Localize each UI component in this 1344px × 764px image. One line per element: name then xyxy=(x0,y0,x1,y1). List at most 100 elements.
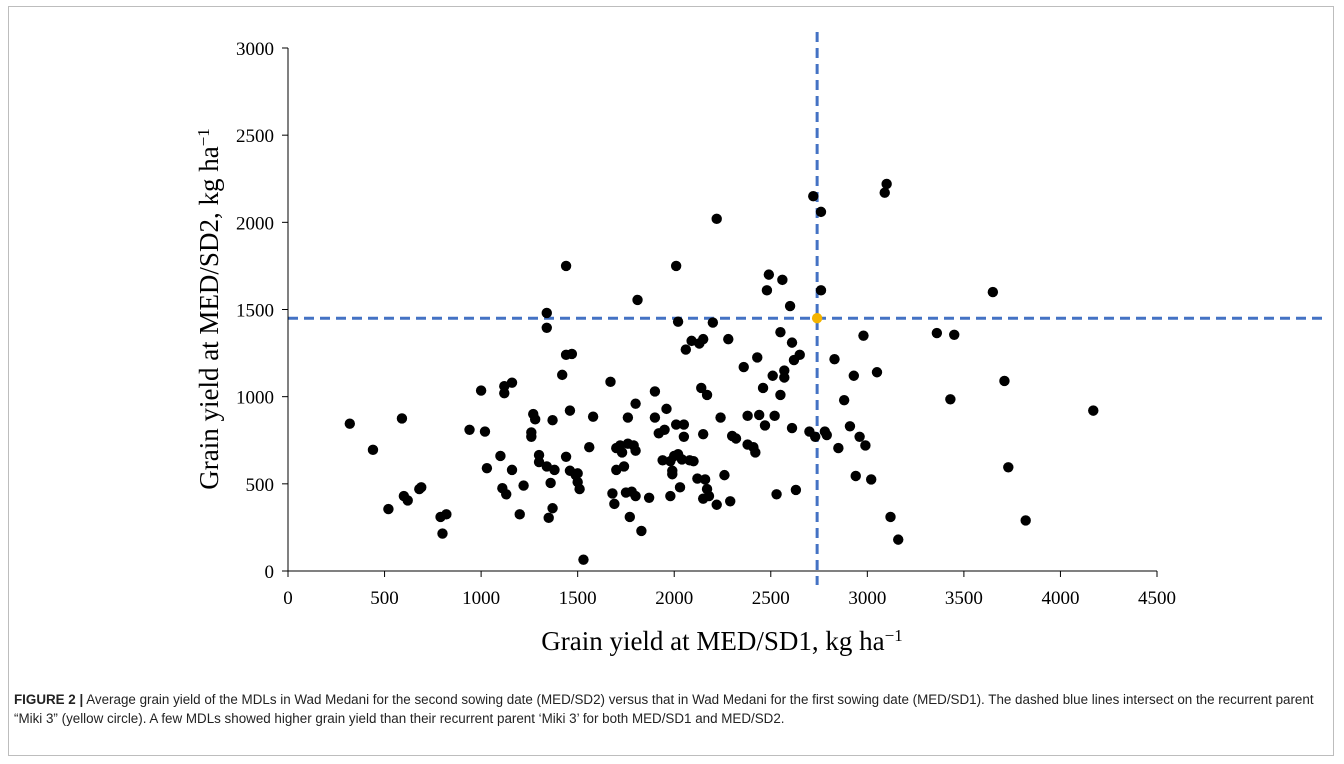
data-point xyxy=(672,316,684,327)
data-point xyxy=(697,428,709,440)
data-point xyxy=(416,482,427,493)
data-point xyxy=(514,509,525,520)
data-point xyxy=(616,447,628,458)
data-point xyxy=(464,424,475,435)
data-point xyxy=(572,468,583,479)
data-point xyxy=(949,329,960,340)
data-point xyxy=(730,433,742,444)
data-point xyxy=(545,477,556,489)
data-point xyxy=(692,473,703,484)
data-point xyxy=(742,410,753,422)
data-point xyxy=(605,376,616,388)
data-point xyxy=(607,488,618,499)
data-point xyxy=(475,385,487,396)
data-point xyxy=(526,427,537,438)
figure-caption: FIGURE 2 | Average grain yield of the MD… xyxy=(14,690,1314,728)
data-point xyxy=(501,489,512,500)
data-point xyxy=(622,412,634,423)
x-tick-label: 4500 xyxy=(1138,588,1176,609)
data-point xyxy=(665,490,676,502)
data-point xyxy=(541,461,552,472)
data-point xyxy=(649,412,661,423)
data-point xyxy=(479,426,491,437)
data-point xyxy=(761,285,773,296)
data-point xyxy=(549,464,560,476)
data-point xyxy=(678,431,690,442)
data-point xyxy=(441,509,452,520)
data-point xyxy=(670,419,682,430)
data-point xyxy=(402,495,413,506)
data-point xyxy=(661,403,672,415)
data-point xyxy=(759,420,771,431)
data-point xyxy=(529,414,541,425)
data-point xyxy=(630,398,641,409)
caption-text: Average grain yield of the MDLs in Wad M… xyxy=(14,692,1314,726)
data-point xyxy=(1003,462,1014,473)
data-point xyxy=(865,474,877,485)
data-point xyxy=(711,499,722,510)
data-point xyxy=(495,450,506,462)
data-point xyxy=(775,326,786,338)
data-point xyxy=(850,470,861,482)
data-point xyxy=(860,440,871,451)
data-point xyxy=(999,375,1010,387)
data-point xyxy=(707,317,719,328)
y-axis-title-unit-exponent: −1 xyxy=(194,128,213,146)
y-tick-label: 3000 xyxy=(236,39,274,60)
y-tick-label: 0 xyxy=(265,562,275,583)
figure-frame xyxy=(8,6,1334,756)
data-point xyxy=(893,534,904,545)
data-point xyxy=(541,307,552,319)
data-points xyxy=(344,178,1099,565)
data-point xyxy=(854,431,865,442)
data-point xyxy=(697,333,709,345)
data-point xyxy=(396,413,408,424)
data-point xyxy=(680,344,692,355)
y-tick-label: 2000 xyxy=(236,213,274,234)
data-point xyxy=(750,447,761,458)
scatter-chart: 0 500 1000 1500 2000 2500 3000 3500 4000 4500 0 500… xyxy=(194,32,1322,656)
data-point xyxy=(696,382,707,394)
data-point xyxy=(624,511,636,523)
data-point xyxy=(611,464,622,476)
data-point xyxy=(703,490,715,502)
data-point xyxy=(794,349,805,361)
data-point xyxy=(752,352,763,363)
data-point xyxy=(987,286,999,298)
data-point xyxy=(678,419,690,430)
data-point xyxy=(844,421,856,432)
data-point xyxy=(659,424,670,435)
data-point xyxy=(711,213,722,225)
data-point xyxy=(784,300,796,312)
data-point xyxy=(821,429,832,441)
data-point xyxy=(723,333,734,345)
data-point xyxy=(618,461,630,472)
data-point xyxy=(881,178,892,190)
data-point xyxy=(725,496,736,507)
data-point xyxy=(848,370,860,381)
recurrent-parent-point xyxy=(811,313,823,324)
data-point xyxy=(767,370,778,381)
data-point xyxy=(564,405,576,416)
data-point xyxy=(676,454,688,465)
x-axis-title: Grain yield at MED/SD1, kg ha−1 xyxy=(541,626,903,656)
y-tick-label: 500 xyxy=(246,475,275,496)
data-point xyxy=(699,474,711,485)
data-point xyxy=(518,480,529,491)
data-point xyxy=(667,469,678,480)
data-point xyxy=(775,389,786,401)
axes xyxy=(282,47,1158,577)
data-point xyxy=(719,469,730,481)
data-point xyxy=(437,528,448,539)
data-point xyxy=(738,361,749,373)
data-point xyxy=(547,415,558,426)
data-point xyxy=(688,455,699,467)
x-tick-label: 2500 xyxy=(752,588,790,609)
data-point xyxy=(833,442,844,454)
data-point xyxy=(578,554,589,565)
tick-labels: 0 500 1000 1500 2000 2500 3000 3500 4000 4500 0 500… xyxy=(236,39,1176,609)
x-tick-label: 1500 xyxy=(559,588,597,609)
data-point xyxy=(533,456,545,468)
data-point xyxy=(632,294,643,306)
data-point xyxy=(777,274,788,286)
